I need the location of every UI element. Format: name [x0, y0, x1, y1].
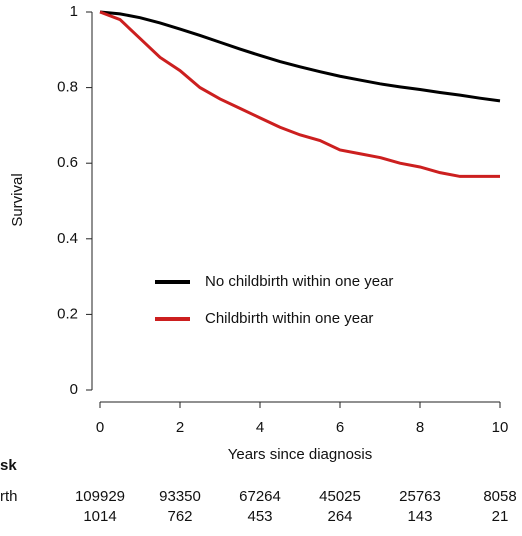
risk-count: 25763	[399, 488, 441, 505]
y-tick-label: 0.2	[57, 305, 78, 322]
legend-label: No childbirth within one year	[205, 273, 393, 290]
risk-count: 264	[327, 508, 352, 525]
x-tick-label: 0	[96, 419, 104, 436]
risk-count: 67264	[239, 488, 281, 505]
risk-count: 45025	[319, 488, 361, 505]
x-tick-label: 6	[336, 419, 344, 436]
x-tick-label: 8	[416, 419, 424, 436]
y-tick-label: 0	[70, 381, 78, 398]
x-axis-label: Years since diagnosis	[228, 446, 373, 463]
risk-table-title: sk	[0, 457, 17, 474]
y-tick-label: 1	[70, 3, 78, 20]
legend-label: Childbirth within one year	[205, 310, 373, 327]
risk-count: 1014	[83, 508, 116, 525]
y-tick-label: 0.8	[57, 79, 78, 96]
risk-count: 21	[492, 508, 509, 525]
x-tick-label: 10	[492, 419, 509, 436]
risk-count: 762	[167, 508, 192, 525]
risk-count: 453	[247, 508, 272, 525]
y-tick-label: 0.4	[57, 230, 78, 247]
risk-count: 143	[407, 508, 432, 525]
survival-curve	[99, 10, 500, 178]
y-tick-label: 0.6	[57, 154, 78, 171]
risk-count: 8058	[483, 488, 516, 505]
survival-curve	[99, 10, 501, 103]
risk-count: 93350	[159, 488, 201, 505]
x-tick-label: 4	[256, 419, 264, 436]
risk-row-label: rth	[0, 488, 18, 505]
x-tick-label: 2	[176, 419, 184, 436]
y-axis-label: Survival	[9, 173, 26, 226]
risk-count: 109929	[75, 488, 125, 505]
